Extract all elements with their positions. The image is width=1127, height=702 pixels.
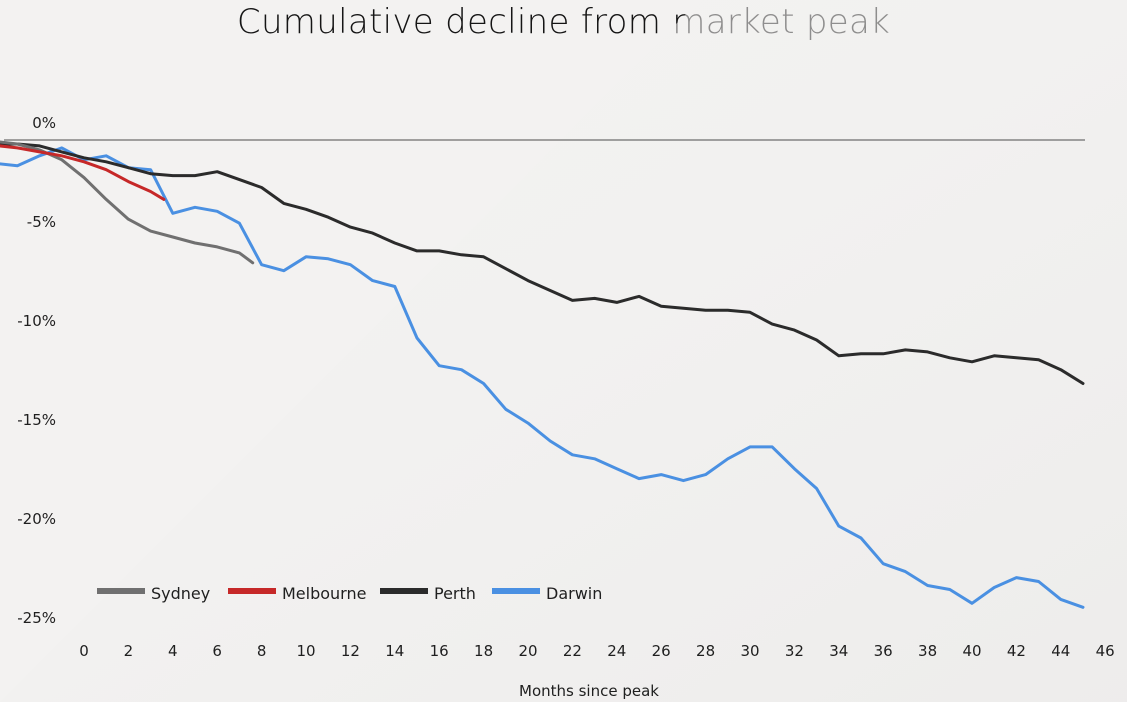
legend: Sydney Melbourne Perth Darwin [97, 584, 602, 603]
x-tick-label: 40 [962, 642, 981, 660]
x-tick-label: 32 [785, 642, 804, 660]
x-tick-label: 46 [1096, 642, 1115, 660]
y-tick-label: -25% [17, 609, 56, 627]
series-line-perth [0, 142, 1085, 385]
legend-label-perth: Perth [434, 584, 476, 603]
x-tick-label: 20 [518, 642, 537, 660]
x-tick-label: 38 [918, 642, 937, 660]
x-tick-label: 16 [430, 642, 449, 660]
x-tick-label: 6 [212, 642, 222, 660]
legend-label-melbourne: Melbourne [282, 584, 366, 603]
y-tick-label: -10% [17, 312, 56, 330]
x-tick-label: 30 [740, 642, 759, 660]
x-tick-label: 26 [652, 642, 671, 660]
legend-label-darwin: Darwin [546, 584, 602, 603]
legend-swatch-sydney [97, 588, 145, 594]
y-tick-label: -20% [17, 510, 56, 528]
x-tick-label: 44 [1051, 642, 1070, 660]
x-tick-label: 18 [474, 642, 493, 660]
x-tick-label: 42 [1007, 642, 1026, 660]
x-tick-label: 14 [385, 642, 404, 660]
x-tick-label: 36 [874, 642, 893, 660]
x-tick-label: 0 [79, 642, 89, 660]
series-lines [0, 140, 1085, 609]
y-tick-label: -5% [27, 213, 56, 231]
x-tick-label: 2 [124, 642, 134, 660]
y-tick-label: -15% [17, 411, 56, 429]
x-tick-label: 4 [168, 642, 178, 660]
x-tick-label: 8 [257, 642, 267, 660]
x-tick-label: 22 [563, 642, 582, 660]
x-tick-label: 34 [829, 642, 848, 660]
x-tick-label: 10 [296, 642, 315, 660]
x-tick-label: 28 [696, 642, 715, 660]
y-tick-label: 0% [32, 114, 56, 132]
x-axis-ticks: 0 2 4 6 8 10 12 14 16 18 20 22 24 26 28 30 32 34 36 38 40 42 4… [79, 642, 1115, 660]
series-line-darwin [0, 146, 1085, 609]
series-line-sydney [0, 140, 255, 265]
x-tick-label: 24 [607, 642, 626, 660]
legend-swatch-perth [380, 588, 428, 594]
x-tick-label: 12 [341, 642, 360, 660]
y-axis-ticks: 0% -5% -10% -15% -20% -25% [17, 114, 56, 627]
x-axis-label: Months since peak [519, 682, 659, 700]
legend-swatch-melbourne [228, 588, 276, 594]
series-line-melbourne [0, 144, 166, 201]
legend-label-sydney: Sydney [151, 584, 210, 603]
legend-swatch-darwin [492, 588, 540, 594]
